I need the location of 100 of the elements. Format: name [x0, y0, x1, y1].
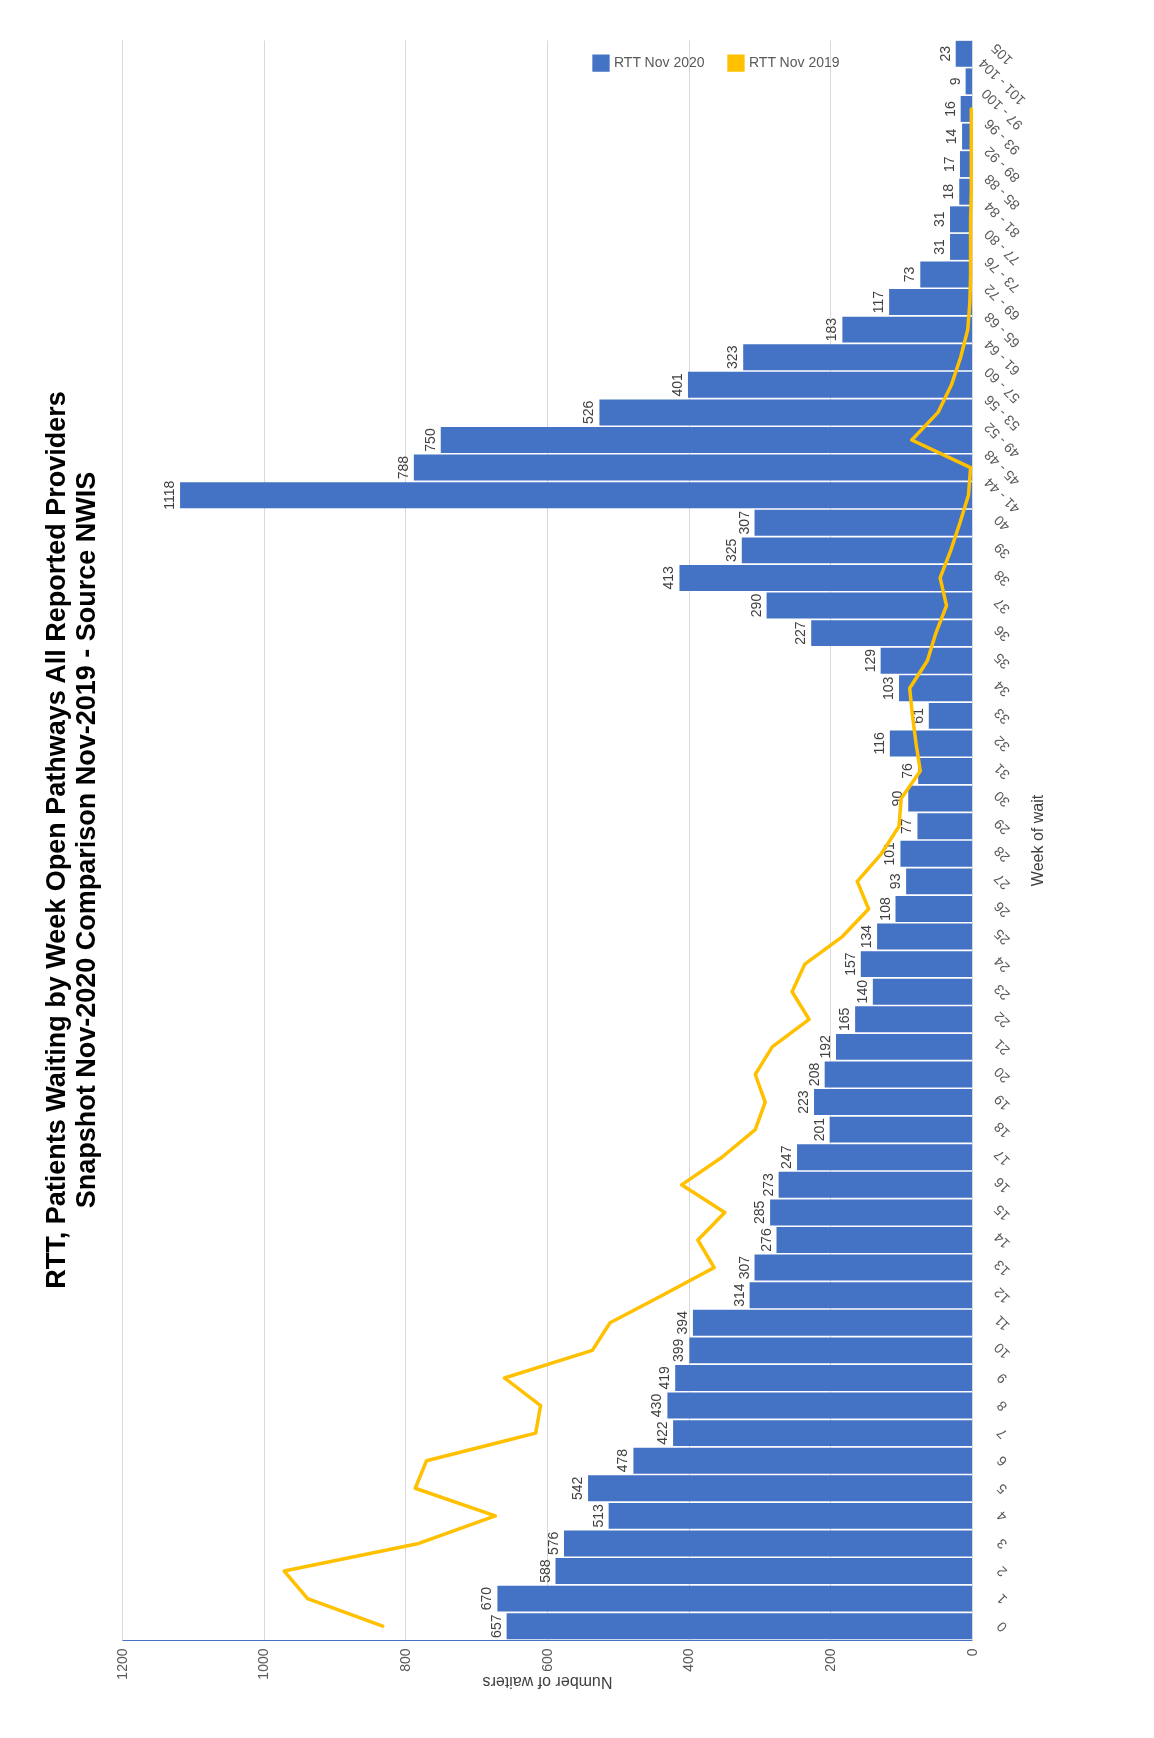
- data-label: 157: [841, 952, 858, 976]
- data-label: 290: [747, 593, 764, 618]
- data-label: 1118: [161, 480, 178, 510]
- bar: [776, 1227, 972, 1253]
- y-tick-label: 37: [990, 594, 1013, 618]
- data-label: 307: [735, 1255, 752, 1280]
- legend-label: RTT Nov 2020: [614, 54, 705, 71]
- y-tick-label: 9: [993, 1370, 1011, 1388]
- y-tick-label: 2: [993, 1563, 1011, 1581]
- y-tick-label: 21: [990, 1036, 1013, 1059]
- data-label: 307: [735, 510, 752, 535]
- data-label: 285: [751, 1200, 768, 1225]
- data-label: 103: [880, 676, 897, 700]
- x-tick-label: 400: [680, 1648, 697, 1672]
- data-label: 227: [792, 621, 809, 645]
- y-tick-label: 5: [993, 1480, 1011, 1498]
- y-axis-title: Week of wait: [1029, 794, 1047, 887]
- bar: [766, 592, 972, 619]
- y-tick-label: 29: [990, 815, 1013, 839]
- data-label: 108: [876, 897, 893, 921]
- y-tick-label: 4: [993, 1508, 1011, 1525]
- data-label: 117: [870, 290, 887, 314]
- data-label: 513: [589, 1503, 606, 1528]
- y-tick-label: 13: [990, 1256, 1013, 1280]
- data-label: 276: [757, 1228, 774, 1252]
- x-axis-title: Number of waiters: [482, 1673, 613, 1691]
- x-tick-label: 200: [821, 1648, 838, 1672]
- y-tick-label: 14: [990, 1229, 1013, 1252]
- y-tick-label: 10: [990, 1339, 1013, 1363]
- y-tick-label: 33: [990, 705, 1013, 728]
- y-tick-label: 31: [990, 760, 1013, 783]
- data-label: 750: [421, 428, 438, 452]
- y-tick-label: 25: [990, 925, 1013, 949]
- x-tick-label: 0: [963, 1648, 980, 1657]
- y-tick-label: 23: [990, 981, 1013, 1004]
- y-tick-label: 0: [993, 1618, 1011, 1636]
- data-label: 183: [823, 317, 840, 342]
- y-tick-label: 15: [990, 1201, 1013, 1225]
- data-label: 76: [899, 763, 916, 779]
- data-label: 394: [673, 1310, 690, 1335]
- bar: [667, 1392, 972, 1419]
- data-label: 325: [722, 538, 739, 563]
- data-label: 401: [668, 372, 685, 397]
- y-tick-label: 26: [990, 898, 1013, 921]
- data-label: 314: [730, 1283, 747, 1307]
- data-label: 129: [861, 648, 878, 673]
- data-label: 788: [394, 455, 411, 480]
- y-tick-label: 36: [990, 622, 1013, 645]
- data-label: 16: [941, 100, 958, 117]
- y-tick-label: 18: [990, 1119, 1013, 1142]
- data-label: 9: [946, 77, 963, 86]
- data-label: 73: [901, 266, 918, 283]
- bar: [811, 620, 972, 647]
- x-tick-label: 1200: [113, 1648, 130, 1680]
- y-tick-label: 30: [990, 788, 1013, 811]
- data-label: 526: [580, 400, 597, 425]
- y-tick-label: 24: [990, 953, 1013, 977]
- y-tick-label: 6: [993, 1452, 1011, 1470]
- data-label: 478: [614, 1448, 631, 1473]
- data-label: 247: [778, 1145, 795, 1169]
- data-label: 18: [940, 183, 957, 200]
- data-label: 419: [656, 1366, 673, 1390]
- data-label: 399: [670, 1338, 687, 1363]
- data-label: 413: [660, 566, 677, 590]
- x-tick-label: 800: [396, 1648, 413, 1672]
- data-label: 208: [805, 1062, 822, 1087]
- data-label: 17: [940, 156, 957, 172]
- data-label: 657: [487, 1614, 504, 1638]
- y-tick-label: 40: [990, 512, 1013, 535]
- y-tick-label: 19: [990, 1091, 1013, 1114]
- data-label: 273: [759, 1172, 776, 1197]
- bar: [555, 1558, 972, 1584]
- y-tick-label: 34: [990, 677, 1013, 701]
- x-tick-label: 600: [538, 1648, 555, 1672]
- y-tick-label: 28: [990, 843, 1013, 866]
- x-tick-label: 1000: [255, 1648, 272, 1680]
- y-tick-label: 20: [990, 1063, 1013, 1087]
- y-tick-label: 27: [990, 870, 1013, 894]
- bar: [920, 261, 972, 288]
- data-label: 323: [724, 345, 741, 369]
- y-tick-label: 35: [990, 650, 1013, 673]
- data-label: 576: [545, 1531, 561, 1556]
- bar: [675, 1364, 972, 1391]
- y-tick-label: 16: [990, 1174, 1013, 1197]
- bar: [895, 896, 972, 922]
- y-tick-label: 7: [993, 1425, 1011, 1443]
- bar: [679, 564, 972, 591]
- data-label: 670: [478, 1586, 495, 1611]
- y-tick-label: 1: [993, 1590, 1011, 1608]
- data-label: 77: [898, 818, 915, 834]
- data-label: 116: [870, 732, 887, 755]
- data-label: 542: [569, 1476, 586, 1500]
- bar: [824, 1061, 972, 1088]
- legend-label: RTT Nov 2019: [749, 54, 840, 71]
- y-tick-label: 39: [990, 539, 1013, 563]
- y-tick-label: 11: [990, 1312, 1013, 1335]
- text: Snapshot Nov-2020 Comparison Nov-2019 - Source NWIS: [71, 471, 101, 1209]
- data-label: 23: [936, 45, 953, 62]
- data-label: 165: [836, 1007, 853, 1031]
- data-label: 31: [931, 211, 948, 228]
